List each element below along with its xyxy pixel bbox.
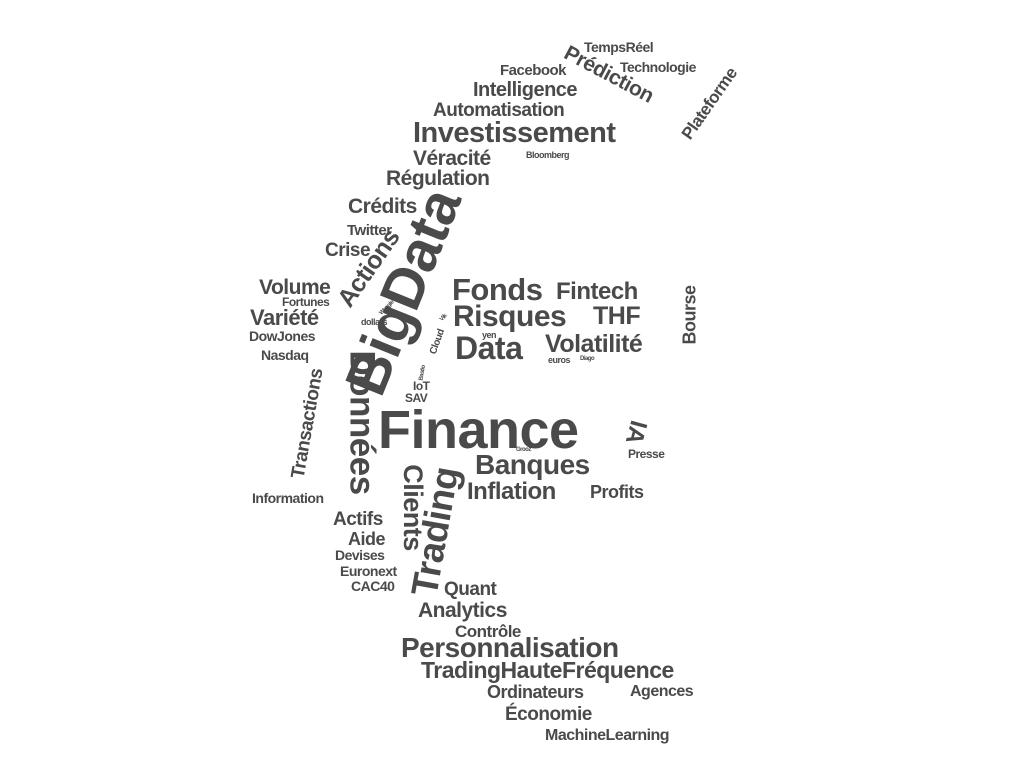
word-euros: euros: [548, 355, 571, 365]
word-personnalisation: Personnalisation: [401, 632, 619, 663]
word-controle: Contrôle: [455, 622, 521, 641]
word-devises: Devises: [335, 547, 385, 563]
word-plateforme: Plateforme: [677, 64, 741, 143]
word-investissement: Investissement: [413, 117, 616, 149]
word-nasdaq: Nasdaq: [261, 347, 309, 363]
word-bloomberg: Bloomberg: [526, 150, 570, 160]
word-fintech: Fintech: [556, 278, 638, 305]
word-transactions: Transactions: [287, 366, 328, 481]
word-dowjones: DowJones: [249, 328, 316, 344]
word-aide: Aide: [348, 529, 386, 549]
word-twitter: Twitter: [347, 222, 392, 239]
word-finance: Finance: [378, 400, 579, 460]
word-cloud: Cloud: [427, 327, 448, 356]
word-vik: Vik: [438, 313, 449, 323]
word-thf: THF: [593, 302, 641, 330]
word-credits: Crédits: [348, 195, 417, 218]
word-information: Information: [252, 490, 324, 506]
word-bourse: Bourse: [679, 285, 700, 345]
word-facebook: Facebook: [500, 62, 567, 79]
word-analytics: Analytics: [418, 599, 507, 622]
word-euronext: Euronext: [340, 563, 397, 579]
word-technologie: Technologie: [620, 59, 696, 75]
word-inflation: Inflation: [467, 478, 556, 505]
word-data: Data: [455, 330, 523, 366]
word-quant: Quant: [444, 579, 497, 600]
word-donnees: Données: [342, 350, 382, 495]
word-presse: Presse: [628, 447, 665, 461]
word-fonds: Fonds: [452, 272, 543, 307]
word-banques: Banques: [475, 449, 590, 480]
word-yen: yen: [482, 330, 497, 340]
word-veracite: Véracité: [413, 147, 491, 170]
word-automatisation: Automatisation: [433, 100, 565, 121]
word-crise: Crise: [325, 240, 371, 261]
word-profits: Profits: [590, 482, 644, 502]
word-machinelearning: MachineLearning: [545, 727, 670, 744]
word-tradinghautefrequence: TradingHauteFréquence: [421, 657, 674, 683]
word-volume: Volume: [259, 276, 331, 299]
word-tempsreel: TempsRéel: [584, 39, 654, 55]
word-agences: Agences: [630, 683, 694, 700]
word-ordinateurs: Ordinateurs: [487, 682, 584, 702]
word-regulation: Régulation: [386, 167, 490, 190]
word-ia: IA: [619, 417, 652, 447]
word-sav: SAV: [405, 391, 428, 405]
word-variete: Variété: [250, 305, 319, 330]
word-diago: Diago: [580, 356, 595, 362]
word-intelligence: Intelligence: [473, 79, 578, 101]
word-economie: Économie: [505, 704, 592, 725]
word-risques: Risques: [453, 300, 567, 333]
word-fortunes: Fortunes: [282, 295, 330, 309]
word-grooz: Grooz: [516, 447, 531, 453]
word-actifs: Actifs: [333, 509, 383, 530]
word-cac40: CAC40: [351, 578, 395, 594]
word-volatilite: Volatilité: [545, 330, 643, 358]
word-dollars: dollars: [361, 317, 388, 327]
word-iot: IoT: [413, 379, 430, 393]
